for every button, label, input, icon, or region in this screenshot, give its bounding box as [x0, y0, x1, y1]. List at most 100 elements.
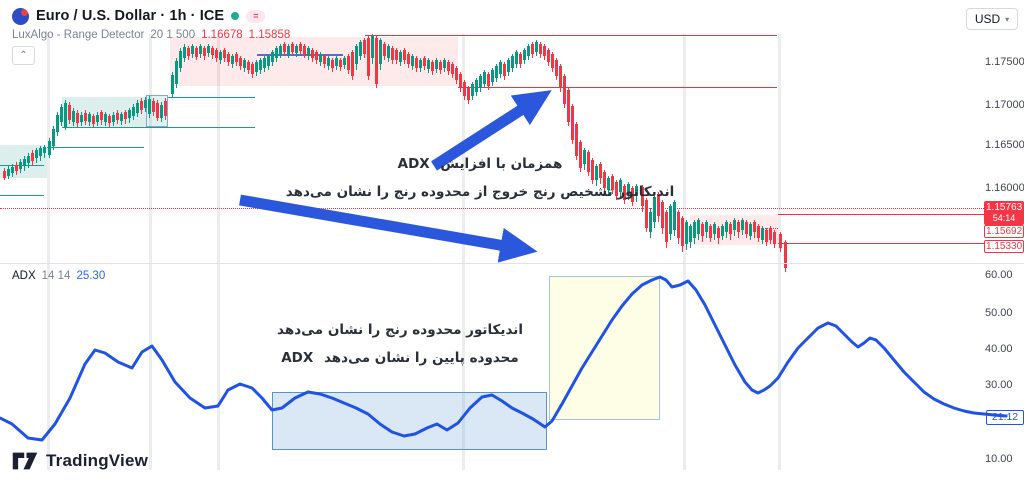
adx-axis-label: 40.00 — [985, 343, 1013, 355]
candle-body — [271, 52, 274, 62]
adx-params: 14 14 — [41, 270, 71, 282]
candle-body — [681, 218, 684, 246]
candle-body — [443, 60, 446, 68]
candle-body — [3, 171, 6, 178]
candle-body — [203, 48, 206, 56]
candle-body — [407, 54, 410, 64]
candle-body — [741, 220, 744, 230]
adx-axis-label: 30.00 — [985, 379, 1013, 391]
candle-body — [725, 222, 728, 232]
candle-body — [519, 54, 522, 64]
candle-body — [769, 228, 772, 240]
candle-body — [311, 50, 314, 58]
candle-body — [427, 60, 430, 69]
candle-body — [319, 54, 322, 62]
candle-body — [64, 103, 67, 127]
candle-body — [19, 162, 22, 169]
candle-body — [495, 66, 498, 78]
level-line — [778, 243, 986, 244]
candle-body — [283, 44, 286, 52]
candle-body — [503, 64, 506, 76]
candle-body — [635, 186, 638, 196]
candle-body — [579, 142, 582, 168]
candle-body — [287, 46, 290, 54]
adx-axis-label: 10.00 — [985, 453, 1013, 465]
candle-body — [211, 48, 214, 55]
collapse-indicator-button[interactable]: ⌃ — [12, 46, 35, 65]
lower-annotation[interactable]: اندیکاتور محدوده رنج را نشان می‌دهد محدو… — [268, 316, 532, 372]
upper-annotation-line2: اندیکاتور تشخیص رنج خروج از محدوده رنج ر… — [285, 184, 675, 200]
candle-body — [467, 88, 470, 100]
candle-body — [15, 165, 18, 171]
indicator-name[interactable]: LuxAlgo - Range Detector — [12, 29, 145, 41]
candle-body — [623, 186, 626, 200]
candle-body — [291, 44, 294, 52]
pane-divider[interactable] — [0, 263, 1024, 264]
session-gridline — [462, 34, 465, 470]
price-axis-label: 1.17000 — [985, 99, 1024, 111]
candle-body — [187, 48, 190, 56]
adx-blue-box — [272, 392, 547, 450]
price-tag: 1.15763 54:14 — [984, 201, 1024, 225]
adx-yellow-box — [549, 276, 660, 420]
level-line — [168, 97, 255, 98]
upper-annotation[interactable]: همزمان با افزایش ADX اندیکاتور تشخیص رنج… — [240, 150, 720, 206]
currency-label: USD — [974, 12, 1001, 26]
candle-body — [611, 176, 614, 190]
candle-body — [665, 212, 668, 242]
candle-body — [415, 58, 418, 68]
candle-body — [555, 60, 558, 76]
candle-body — [721, 226, 724, 236]
tradingview-brand[interactable]: TradingView — [12, 451, 148, 471]
symbol-title[interactable]: Euro / U.S. Dollar · 1h · ICE — [36, 8, 225, 24]
candle-body — [263, 58, 266, 68]
candle-body — [243, 60, 246, 68]
candle-body — [559, 66, 562, 88]
candle-body — [108, 116, 111, 123]
candle-body — [327, 58, 330, 66]
candle-body — [92, 116, 95, 124]
symbol-logo-icon — [12, 7, 29, 25]
indicator-badge-icon[interactable]: = — [246, 9, 266, 23]
adx-pane-title[interactable]: ADX — [12, 270, 36, 282]
arrow-annotation[interactable] — [239, 194, 538, 263]
candle-body — [423, 58, 426, 66]
session-gridline — [217, 34, 220, 470]
candle-body — [607, 178, 610, 190]
candle-body — [96, 115, 99, 122]
candle-body — [391, 48, 394, 60]
candle-body — [551, 54, 554, 68]
candle-body — [615, 182, 618, 196]
candle-body — [152, 101, 155, 112]
candle-body — [395, 50, 398, 60]
candle-body — [195, 48, 198, 57]
candle-body — [439, 62, 442, 70]
candle-body — [11, 167, 14, 173]
candle-body — [773, 232, 776, 244]
candle-body — [60, 107, 63, 122]
candle-body — [641, 187, 644, 206]
candle-body — [27, 156, 30, 163]
currency-selector[interactable]: USD ▾ — [966, 8, 1018, 30]
candle-body — [661, 202, 664, 228]
lower-annotation-line1: اندیکاتور محدوده رنج را نشان می‌دهد — [277, 322, 523, 338]
candle-body — [784, 242, 787, 268]
candle-body — [199, 46, 202, 54]
chevron-down-icon: ▾ — [1005, 14, 1010, 24]
candle-body — [144, 100, 147, 108]
candle-body — [136, 103, 139, 113]
candle-body — [753, 222, 756, 232]
level-line — [0, 165, 44, 166]
adx-axis-label: 60.00 — [985, 269, 1013, 281]
candle-body — [219, 52, 222, 60]
candle-body — [705, 222, 708, 232]
candle-body — [701, 224, 704, 236]
level-line — [62, 127, 255, 128]
candle-body — [235, 54, 238, 62]
price-tag: 1.15330 — [984, 240, 1024, 253]
candle-body — [247, 62, 250, 70]
candle-body — [128, 110, 131, 118]
candle-body — [383, 44, 386, 56]
candle-body — [575, 124, 578, 156]
